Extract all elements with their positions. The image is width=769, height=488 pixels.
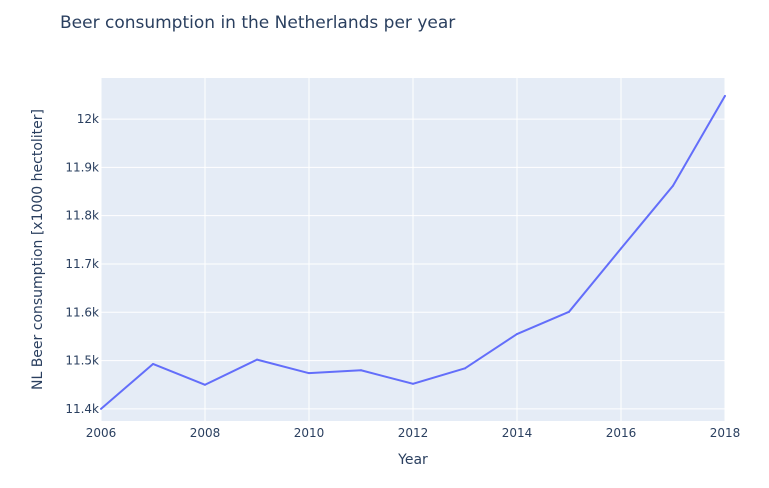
x-tick-label: 2012 <box>398 426 429 440</box>
data-point <box>672 184 674 187</box>
x-tick-label: 2016 <box>606 426 637 440</box>
data-point <box>100 407 102 410</box>
data-point <box>464 367 466 370</box>
chart-title: Beer consumption in the Netherlands per … <box>60 13 455 33</box>
data-point <box>152 362 154 365</box>
series-group <box>100 94 726 410</box>
x-axis-ticks: 2006 2008 2010 2012 2014 2016 2018 <box>86 426 741 440</box>
x-axis-title: Year <box>397 452 428 468</box>
x-tick-label: 2014 <box>502 426 533 440</box>
data-point <box>308 372 310 375</box>
data-point <box>412 382 414 385</box>
data-point <box>724 94 726 97</box>
data-point <box>568 310 570 313</box>
data-point <box>204 383 206 386</box>
data-point <box>256 358 258 361</box>
y-tick-label: 11.6k <box>65 305 99 319</box>
data-point <box>360 369 362 372</box>
y-axis-ticks: 11.4k 11.5k 11.6k 11.7k 11.8k 11.9k 12k <box>65 112 99 416</box>
y-tick-label: 12k <box>77 112 99 126</box>
x-tick-label: 2008 <box>190 426 221 440</box>
y-tick-label: 11.8k <box>65 209 99 223</box>
data-point <box>516 333 518 336</box>
y-tick-label: 11.4k <box>65 402 99 416</box>
y-tick-label: 11.5k <box>65 354 99 368</box>
gridlines <box>100 78 726 421</box>
y-tick-label: 11.7k <box>65 257 99 271</box>
y-tick-label: 11.9k <box>65 160 99 174</box>
x-tick-label: 2018 <box>710 426 741 440</box>
y-axis-title: NL Beer consumption [x1000 hectoliter] <box>30 109 46 390</box>
x-tick-label: 2010 <box>294 426 325 440</box>
data-point <box>620 247 622 250</box>
x-tick-label: 2006 <box>86 426 117 440</box>
